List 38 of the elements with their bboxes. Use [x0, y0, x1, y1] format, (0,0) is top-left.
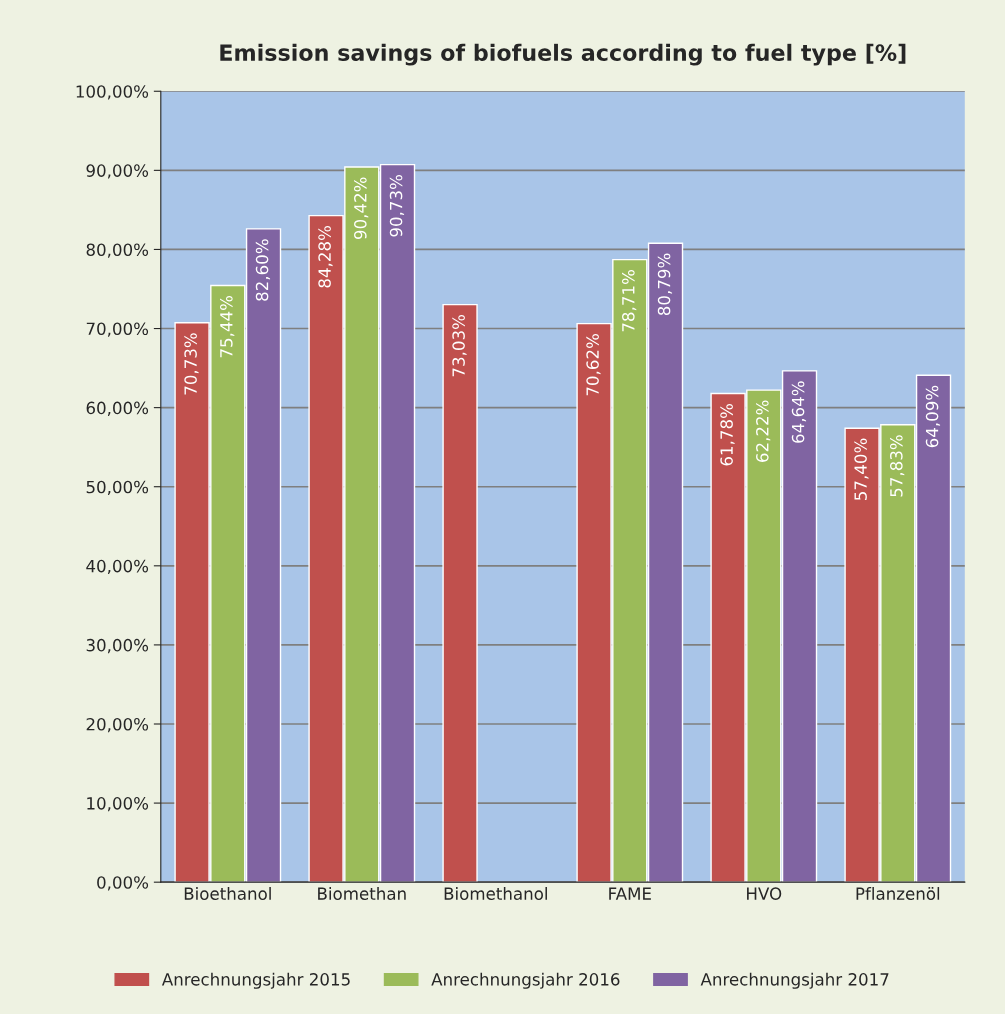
data-label: 70,73% [184, 333, 199, 395]
x-tick-label: Pflanzenöl [856, 887, 940, 900]
data-label: 82,60% [255, 239, 271, 301]
y-tick-label: 90,00% [86, 164, 149, 179]
bar [442, 303, 478, 883]
y-tick-label: 30,00% [86, 638, 149, 654]
data-label: 70,62% [586, 334, 601, 396]
data-label: 75,44% [220, 295, 235, 358]
data-label: 61,78% [720, 403, 735, 466]
data-label: 84,28% [318, 226, 333, 288]
y-tick-label: 10,00% [87, 797, 149, 812]
y-tick-label: 100,00% [76, 85, 149, 100]
x-tick-label: Bioethanol [184, 887, 271, 900]
data-label: 64,64% [791, 381, 807, 443]
data-label: 90,42% [354, 177, 369, 240]
data-label: 90,73% [389, 174, 405, 237]
y-tick-label: 50,00% [86, 480, 149, 495]
y-tick-label: 0,00% [97, 876, 149, 891]
data-label: 73,03% [452, 314, 467, 377]
y-tick-label: 80,00% [86, 243, 149, 258]
data-label: 57,40% [854, 438, 869, 500]
y-tick-label: 60,00% [86, 401, 149, 416]
y-tick-label: 70,00% [86, 322, 149, 337]
y-tick-label: 40,00% [86, 559, 149, 575]
data-label: 62,22% [756, 400, 771, 462]
chart-title: Emission savings of biofuels according to fuel type [%] [220, 43, 906, 66]
x-tick-label: Biomethanol [444, 887, 547, 900]
legend-label: Anrechnungsjahr 2017 [700, 972, 889, 989]
x-tick-label: HVO [747, 887, 782, 900]
y-tick-label: 20,00% [86, 717, 149, 733]
data-label: 80,79% [657, 253, 673, 316]
legend-label: Anrechnungsjahr 2015 [161, 972, 350, 989]
data-label: 78,71% [622, 270, 637, 332]
x-tick-label: Biomethan [318, 887, 406, 900]
data-label: 64,09% [925, 385, 941, 448]
legend-label: Anrechnungsjahr 2016 [431, 972, 620, 989]
data-label: 57,83% [890, 435, 905, 497]
x-tick-label: FAME [609, 887, 651, 900]
